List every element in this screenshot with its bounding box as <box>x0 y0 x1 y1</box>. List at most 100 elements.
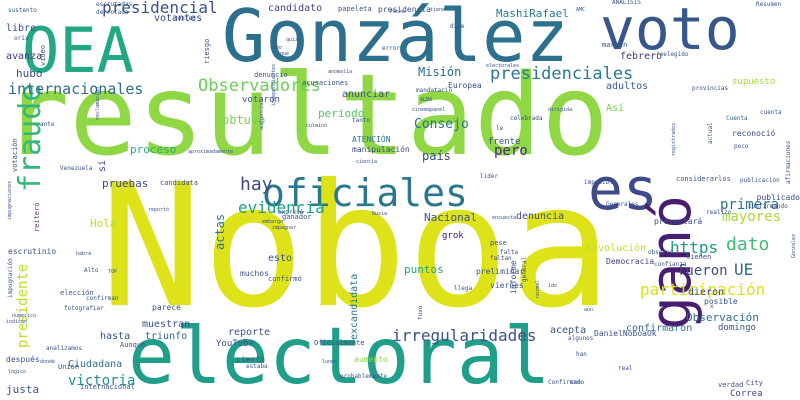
cloud-word: llega <box>454 285 473 292</box>
cloud-word: Venezuela <box>60 165 93 172</box>
cloud-word: tienen <box>686 253 712 261</box>
cloud-word: cnn <box>570 379 581 386</box>
cloud-word: actual <box>707 122 714 144</box>
cloud-word: observó <box>648 249 674 256</box>
cloud-word: AMC <box>576 7 586 13</box>
cloud-word: votaron <box>242 95 280 105</box>
cloud-word: impugnaciones <box>7 180 13 220</box>
cloud-word: https <box>670 238 719 257</box>
cloud-word: irregularidades <box>392 326 537 345</box>
cloud-word: pese <box>490 239 507 247</box>
cloud-word: candidato <box>268 3 323 14</box>
cloud-word: estaba <box>246 363 268 370</box>
cloud-word: victoria <box>68 373 136 389</box>
cloud-word: adultos <box>606 81 649 92</box>
cloud-word: derrotada <box>96 9 129 16</box>
cloud-word: City <box>746 379 763 387</box>
cloud-word: real <box>618 365 633 372</box>
cloud-word: Generales <box>606 201 639 208</box>
cloud-word: parece <box>152 303 181 312</box>
cloud-word: lógico <box>8 369 27 375</box>
cloud-word: faltan <box>490 255 512 262</box>
cloud-word: afirmaciones <box>785 140 792 184</box>
cloud-word: anomalía <box>328 69 353 75</box>
cloud-word: viernes <box>490 281 524 290</box>
cloud-word: Fecha <box>390 9 406 15</box>
cloud-word: orix <box>14 35 29 42</box>
cloud-word: TOP <box>108 269 118 275</box>
cloud-word: Así <box>606 103 625 114</box>
cloud-word: reclamación <box>95 86 101 120</box>
cloud-word: ante <box>40 121 55 128</box>
cloud-word: tanto <box>352 117 371 124</box>
cloud-word: presidencial <box>102 0 218 17</box>
cloud-word: denuncia <box>516 211 565 222</box>
cloud-word: habrá <box>76 251 92 257</box>
cloud-word: Misión <box>418 65 462 79</box>
cloud-word: Ciudadana <box>68 359 123 370</box>
cloud-word: qué <box>280 51 290 57</box>
cloud-word: impagnar <box>272 225 297 231</box>
cloud-word: imposible <box>584 179 617 186</box>
cloud-word: Correa <box>730 389 763 399</box>
cloud-word: confirmando <box>748 203 788 210</box>
cloud-word: Noboa <box>100 148 612 346</box>
cloud-word: considerarlos <box>676 175 731 183</box>
cloud-word: Resumen <box>756 1 782 8</box>
cloud-word: puntos <box>404 263 444 276</box>
cloud-word: han <box>576 351 587 358</box>
cloud-word: quiz <box>286 37 299 43</box>
cloud-word: audiencia <box>259 102 265 130</box>
cloud-word: justa <box>6 383 40 396</box>
cloud-word: excandidata <box>349 273 360 340</box>
cloud-word: hubo <box>16 67 43 80</box>
cloud-word: electoral <box>128 312 551 400</box>
cloud-word: internacionales <box>8 80 144 98</box>
cloud-word: probablemente <box>340 373 387 380</box>
cloud-word: margen <box>602 41 628 49</box>
cloud-word: cuenta <box>760 109 782 116</box>
cloud-word: voto <box>600 0 740 63</box>
cloud-word: candidata <box>160 179 198 187</box>
cloud-word: expresó <box>278 209 304 216</box>
cloud-word: Democracia <box>606 257 655 266</box>
cloud-word: dato <box>726 234 770 255</box>
cloud-word: González <box>222 0 569 78</box>
cloud-word: reporte <box>228 327 271 338</box>
cloud-word: ATENCIÓN <box>352 135 391 144</box>
cloud-word: ANÁLISIS <box>612 0 641 6</box>
cloud-word: pero <box>494 143 528 159</box>
cloud-word: algunos <box>568 335 594 342</box>
cloud-word: error <box>382 45 401 52</box>
cloud-word: hasta <box>100 331 131 342</box>
cloud-word: embargo <box>262 219 284 225</box>
cloud-word: confirman <box>86 295 119 302</box>
cloud-word: donde <box>40 359 56 365</box>
cloud-word: papeleta <box>338 5 372 13</box>
cloud-word: avanza <box>6 51 43 62</box>
cloud-word: reportó <box>148 207 170 213</box>
cloud-word: votantes <box>154 13 203 24</box>
cloud-word: provincias <box>692 85 729 92</box>
cloud-word: analizamos <box>46 345 83 352</box>
cloud-word: realizo <box>706 209 732 216</box>
cloud-word: participación <box>640 280 766 299</box>
cloud-word: Revolución <box>586 243 647 254</box>
cloud-word: grok <box>442 231 464 241</box>
cloud-word: periodo <box>318 107 365 120</box>
cloud-word: Alto <box>84 267 99 274</box>
cloud-word: cinemápanel <box>412 107 446 113</box>
cloud-word: poco <box>734 143 749 150</box>
cloud-word: confirmaron <box>626 323 693 334</box>
cloud-word: mandatario <box>416 87 453 94</box>
cloud-word: después <box>6 355 40 364</box>
cloud-word: pruebas <box>102 177 149 190</box>
cloud-word: dirigida <box>548 107 573 113</box>
cloud-word: reelegido <box>656 51 689 58</box>
cloud-word: YouTube <box>216 339 254 349</box>
cloud-word: numérico <box>12 313 37 319</box>
cloud-word: fotografiar <box>64 305 104 312</box>
cloud-word: video <box>39 44 47 66</box>
cloud-word: presidenciales <box>490 64 634 84</box>
